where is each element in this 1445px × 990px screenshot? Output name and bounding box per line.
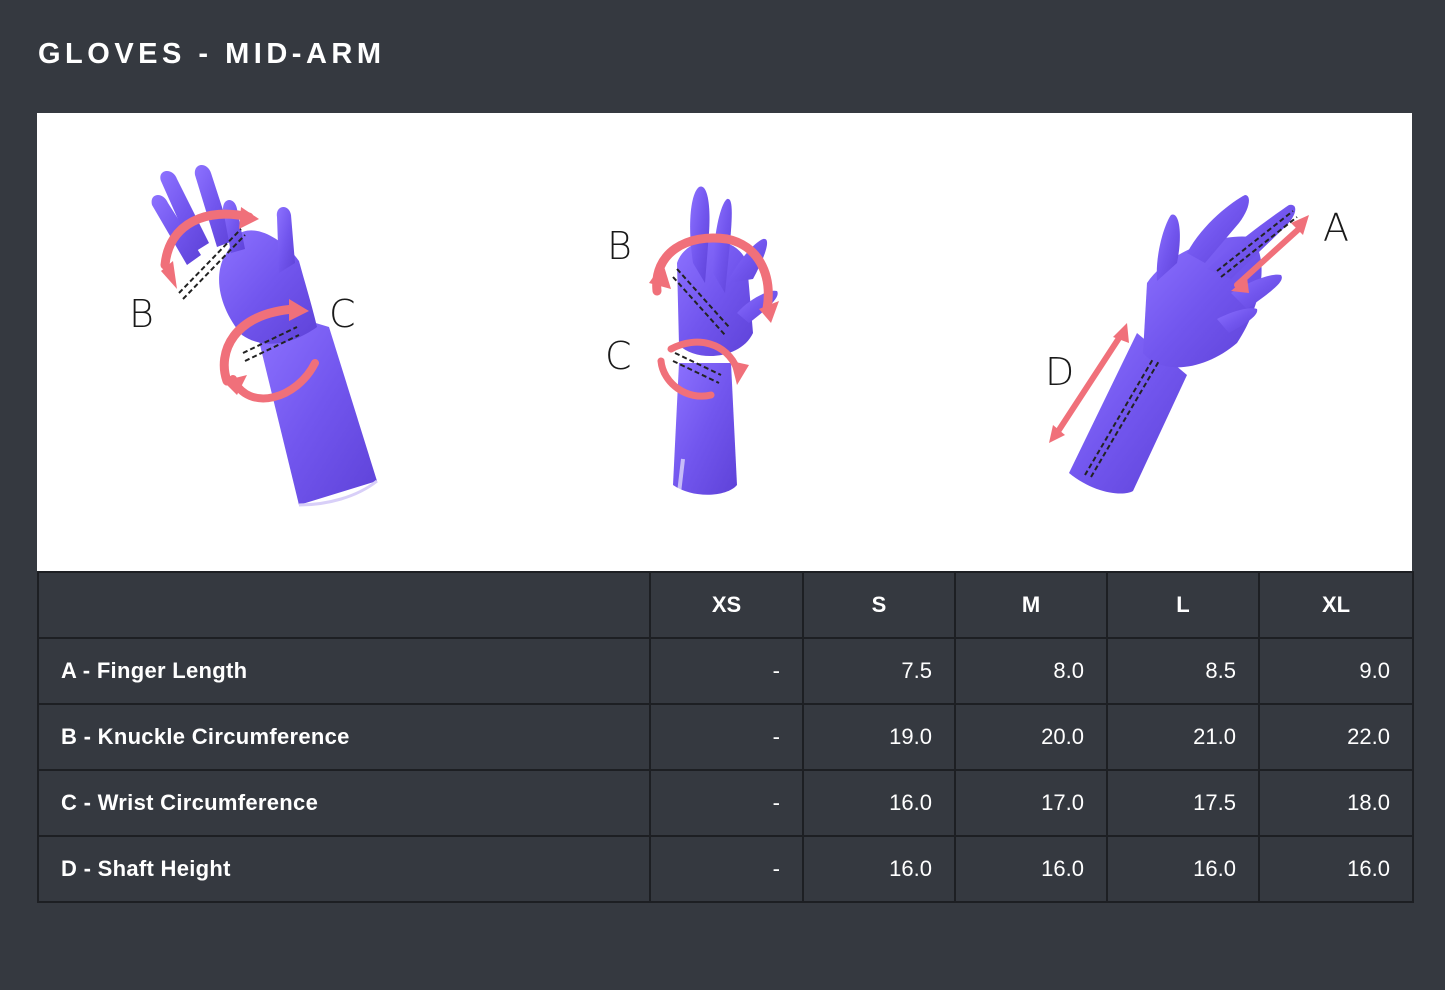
cell-value: 7.5 [802, 637, 956, 705]
page-title: GLOVES - MID-ARM [38, 38, 386, 70]
column-header-m: M [954, 571, 1108, 639]
cell-value: 8.0 [954, 637, 1108, 705]
column-header-xl: XL [1258, 571, 1414, 639]
column-header-measurement [37, 571, 651, 639]
cell-value: 19.0 [802, 703, 956, 771]
glove-illustrations: B C B C [129, 164, 1349, 507]
column-header-s: S [802, 571, 956, 639]
cell-value: 9.0 [1258, 637, 1414, 705]
right-label-d: D [1045, 350, 1074, 394]
cell-value: 16.0 [1258, 835, 1414, 903]
table-row: C - Wrist Circumference - 16.0 17.0 17.5… [37, 769, 1414, 837]
cell-value: 16.0 [802, 769, 956, 837]
cell-value: 8.5 [1106, 637, 1260, 705]
cell-value: 16.0 [802, 835, 956, 903]
center-label-b: B [607, 224, 632, 268]
cell-value: 20.0 [954, 703, 1108, 771]
row-label: B - Knuckle Circumference [37, 703, 651, 771]
cell-value: 17.0 [954, 769, 1108, 837]
table-row: D - Shaft Height - 16.0 16.0 16.0 16.0 [37, 835, 1414, 903]
row-label: D - Shaft Height [37, 835, 651, 903]
cell-value: 21.0 [1106, 703, 1260, 771]
left-label-c: C [329, 292, 356, 336]
table-row: B - Knuckle Circumference - 19.0 20.0 21… [37, 703, 1414, 771]
cell-value: 16.0 [954, 835, 1108, 903]
cell-value: - [649, 703, 804, 771]
cell-value: - [649, 769, 804, 837]
column-header-l: L [1106, 571, 1260, 639]
glove-right-image: A D [1045, 195, 1349, 494]
glove-center-image: B C [605, 186, 779, 495]
center-label-c: C [605, 334, 632, 378]
size-chart-table: XS S M L XL A - Finger Length - 7.5 8.0 … [37, 571, 1414, 903]
cell-value: - [649, 835, 804, 903]
cell-value: 17.5 [1106, 769, 1260, 837]
table-header-row: XS S M L XL [37, 571, 1414, 639]
glove-left-image: B C [129, 164, 378, 507]
left-label-b: B [129, 292, 154, 336]
glove-measurement-diagram: B C B C [37, 113, 1412, 571]
row-label: C - Wrist Circumference [37, 769, 651, 837]
column-header-xs: XS [649, 571, 804, 639]
cell-value: 16.0 [1106, 835, 1260, 903]
cell-value: - [649, 637, 804, 705]
cell-value: 18.0 [1258, 769, 1414, 837]
row-label: A - Finger Length [37, 637, 651, 705]
right-label-a: A [1323, 206, 1349, 250]
cell-value: 22.0 [1258, 703, 1414, 771]
table-row: A - Finger Length - 7.5 8.0 8.5 9.0 [37, 637, 1414, 705]
